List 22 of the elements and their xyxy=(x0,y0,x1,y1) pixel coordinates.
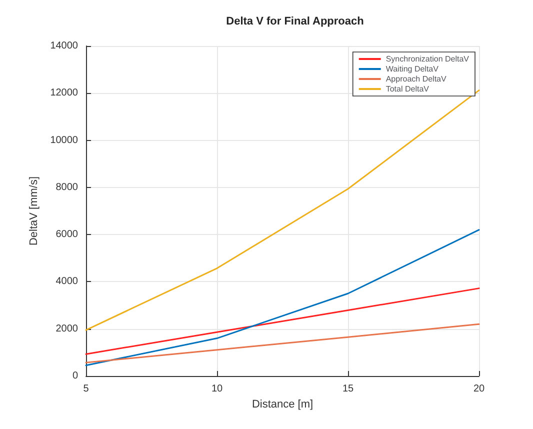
y-tick-label: 12000 xyxy=(50,88,78,99)
y-axis-title: DeltaV [mm/s] xyxy=(28,176,40,246)
x-tick-label: 15 xyxy=(342,384,354,394)
legend-label: Total DeltaV xyxy=(386,84,430,94)
legend-label: Approach DeltaV xyxy=(386,74,447,84)
y-tick-label: 0 xyxy=(72,370,78,382)
x-tick-label: 10 xyxy=(211,384,223,394)
y-tick-label: 10000 xyxy=(50,134,78,146)
line-series xyxy=(85,288,480,355)
y-tick-label: 8000 xyxy=(56,182,78,193)
y-tick-label: 4000 xyxy=(56,276,78,288)
line-series xyxy=(85,229,480,366)
legend-label: Waiting DeltaV xyxy=(386,64,440,74)
legend-label: Synchronization DeltaV xyxy=(386,54,470,64)
y-tick-label: 6000 xyxy=(56,229,78,240)
chart-title: Delta V for Final Approach xyxy=(226,16,364,28)
y-tick-label: 2000 xyxy=(56,323,78,334)
x-tick-label: 5 xyxy=(83,384,90,394)
y-tick-label: 14000 xyxy=(50,40,78,52)
x-tick-label: 20 xyxy=(473,384,485,394)
line-series xyxy=(85,323,480,364)
x-axis-title: Distance [m] xyxy=(252,398,314,410)
